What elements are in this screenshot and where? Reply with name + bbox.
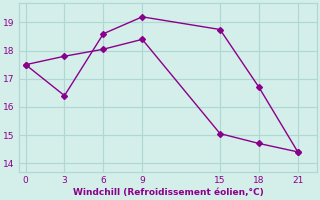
X-axis label: Windchill (Refroidissement éolien,°C): Windchill (Refroidissement éolien,°C) <box>73 188 264 197</box>
